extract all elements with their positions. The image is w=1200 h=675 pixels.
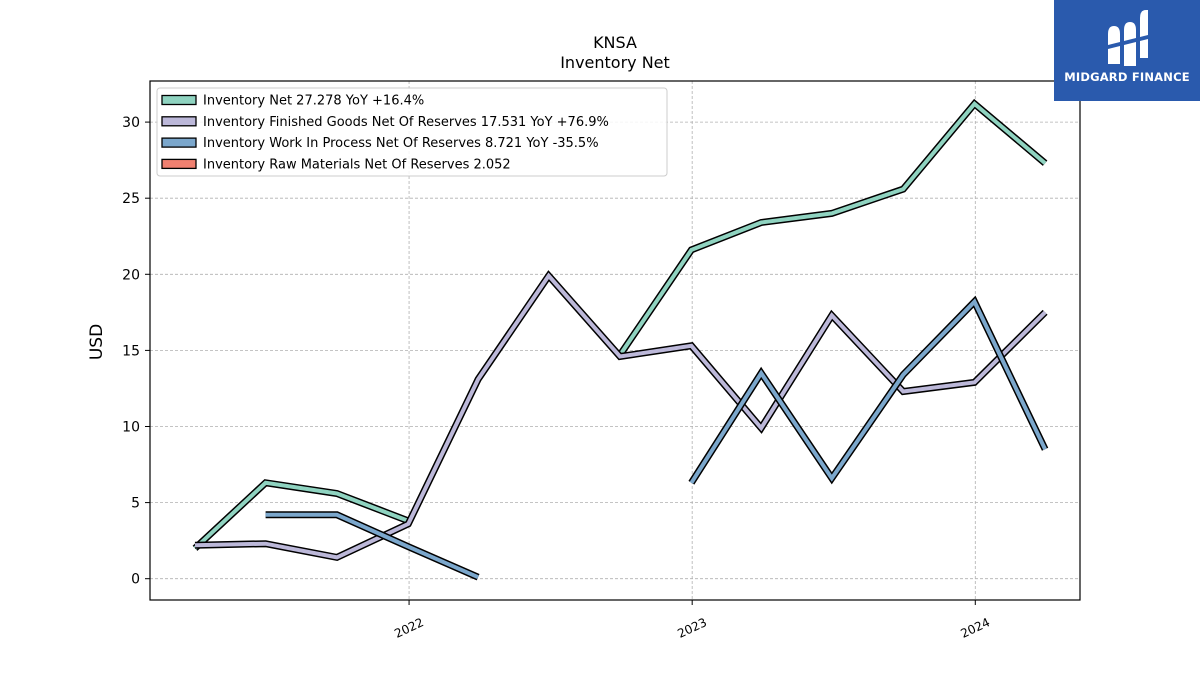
- y-tick-label: 0: [131, 572, 140, 588]
- y-tick-label: 5: [131, 496, 140, 512]
- x-axis: 2022 2023 2024: [392, 600, 992, 641]
- legend: Inventory Net 27.278 YoY +16.4% Inventory…: [156, 87, 668, 177]
- series-line-outline: [265, 511, 480, 581]
- series-line: [618, 100, 1047, 357]
- legend-swatch: [161, 116, 197, 127]
- y-tick-label: 30: [122, 115, 140, 131]
- series-line: [689, 298, 1047, 484]
- y-tick-label: 15: [122, 343, 140, 359]
- legend-swatch: [161, 137, 197, 148]
- x-tick-label: 2024: [958, 615, 992, 641]
- series-line: [194, 272, 1047, 560]
- y-axis-label: USD: [87, 324, 107, 360]
- series-line-outline: [688, 295, 1049, 485]
- legend-swatch: [161, 94, 197, 106]
- brand-logo: MIDGARD FINANCE: [1054, 0, 1200, 101]
- legend-swatch: [161, 158, 197, 170]
- y-tick-label: 10: [122, 419, 140, 435]
- chart-title: KNSA: [593, 33, 637, 52]
- series-line: [193, 480, 410, 550]
- y-tick-label: 20: [122, 267, 140, 283]
- legend-entry: Inventory Finished Goods Net Of Reserves…: [203, 115, 609, 130]
- x-tick-label: 2022: [392, 615, 426, 641]
- y-axis: 0 5 10 15 20 25 30: [122, 115, 150, 588]
- y-tick-label: 25: [122, 191, 140, 207]
- series-line: [265, 512, 479, 580]
- x-tick-label: 2023: [675, 615, 709, 641]
- chart-subtitle: Inventory Net: [560, 53, 670, 72]
- plot-area: [149, 80, 1081, 601]
- legend-entry: Inventory Raw Materials Net Of Reserves …: [203, 157, 511, 172]
- legend-entry: Inventory Net 27.278 YoY +16.4%: [203, 94, 424, 109]
- legend-entry: Inventory Work In Process Net Of Reserve…: [203, 136, 599, 151]
- legend-box: [156, 87, 668, 177]
- logo-mark-icon: [1104, 10, 1152, 66]
- brand-name: MIDGARD FINANCE: [1064, 70, 1190, 84]
- series-lines: [192, 98, 1049, 581]
